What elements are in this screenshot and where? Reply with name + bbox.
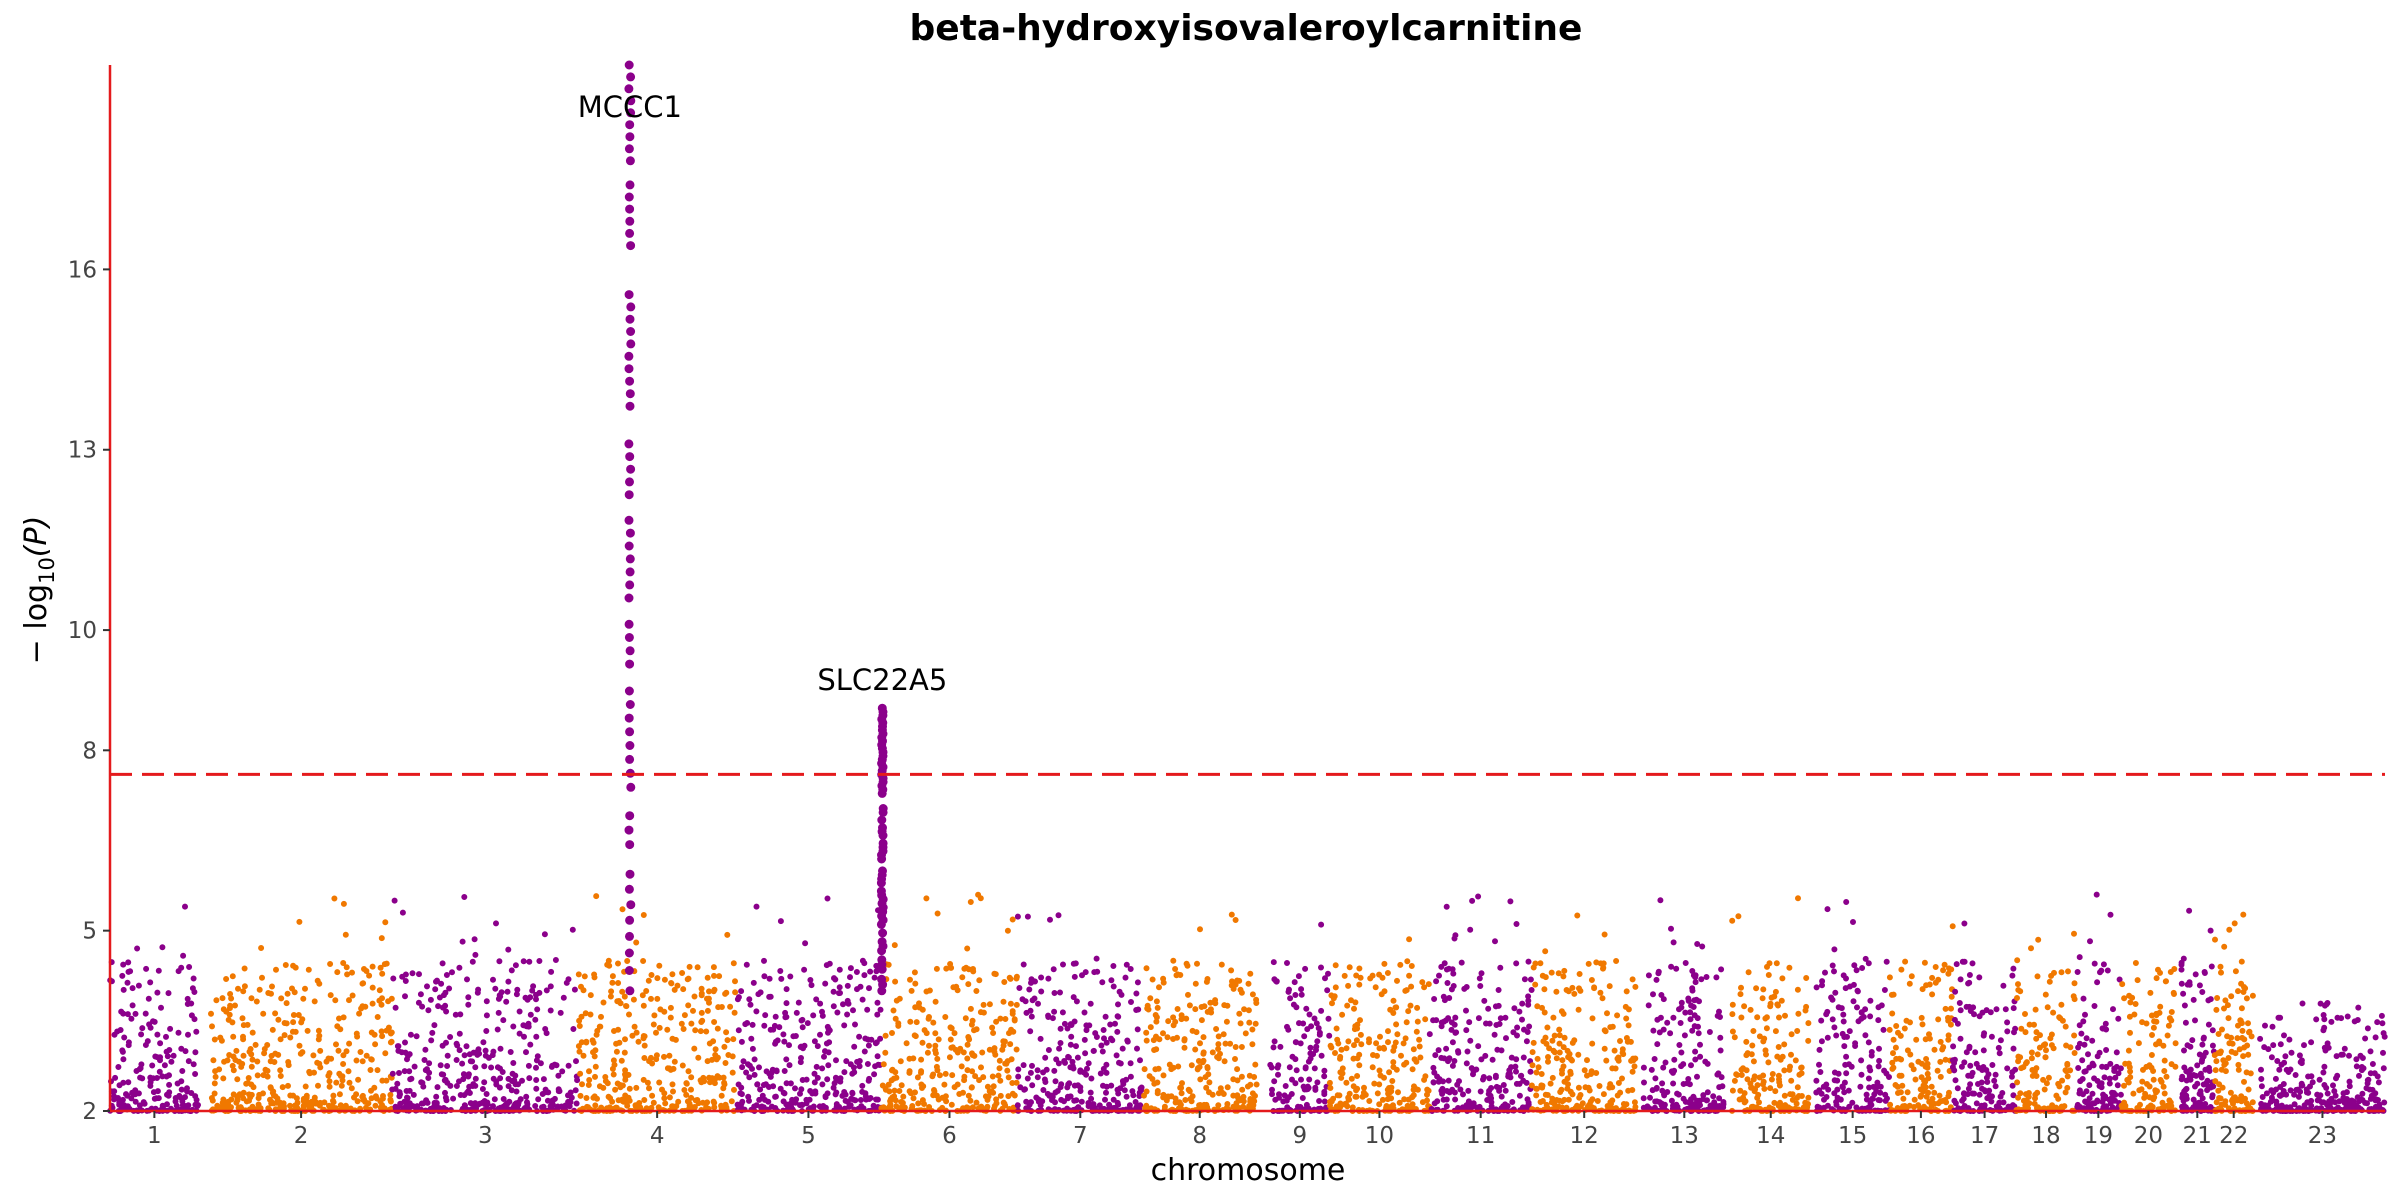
- y-tick-label: 16: [68, 257, 97, 283]
- peak-MCCC1-points: [624, 60, 636, 996]
- y-axis-title-main: − log: [19, 584, 54, 664]
- x-tick-label: 4: [650, 1123, 665, 1149]
- x-tick-label: 11: [1466, 1123, 1495, 1149]
- x-tick-label: 20: [2134, 1123, 2163, 1149]
- data-points: [107, 60, 2388, 1114]
- chromosome-16-points: [1886, 923, 1956, 1114]
- x-tick-label: 5: [801, 1123, 816, 1149]
- x-tick-label: 23: [2308, 1123, 2337, 1149]
- x-tick-label: 6: [942, 1123, 957, 1149]
- chromosome-12-points: [1528, 912, 1639, 1114]
- peak-SLC22A5-points: [876, 703, 888, 996]
- x-tick-label: 1: [147, 1123, 162, 1149]
- chromosome-3-points: [389, 894, 581, 1114]
- y-tick-label: 5: [82, 919, 97, 945]
- x-tick-label: 15: [1838, 1123, 1867, 1149]
- chromosome-7-points: [1014, 912, 1145, 1114]
- chromosome-18-points: [2013, 930, 2078, 1114]
- x-tick-label: 10: [1365, 1123, 1394, 1149]
- x-tick-label: 8: [1192, 1123, 1207, 1149]
- x-tick-label: 3: [478, 1123, 493, 1149]
- chromosome-9-points: [1267, 921, 1333, 1114]
- peak-annotations: MCCC1 SLC22A5: [578, 90, 948, 697]
- chromosome-4-points: [575, 893, 739, 1114]
- chromosome-13-points: [1640, 897, 1727, 1114]
- x-tick-label: 21: [2183, 1123, 2212, 1149]
- x-tick-label: 14: [1756, 1123, 1785, 1149]
- chromosome-2-points: [208, 895, 395, 1114]
- chromosome-14-points: [1729, 895, 1812, 1114]
- chromosome-19-points: [2074, 891, 2124, 1114]
- x-tick-label: 16: [1906, 1123, 1935, 1149]
- x-tick-label: 2: [294, 1123, 309, 1149]
- peak-label-SLC22A5: SLC22A5: [817, 663, 947, 697]
- chromosome-8-points: [1141, 911, 1260, 1114]
- y-axis-title-sub: 10: [35, 557, 59, 584]
- chromosome-22-points: [2211, 911, 2256, 1114]
- y-axis-ticks: 2 5 8 10 13 16: [68, 257, 110, 1125]
- chromosome-6-points: [878, 891, 1020, 1114]
- chromosome-21-points: [2178, 907, 2217, 1114]
- x-tick-label: 9: [1293, 1123, 1308, 1149]
- x-tick-label: 7: [1073, 1123, 1088, 1149]
- peak-label-MCCC1: MCCC1: [578, 90, 682, 124]
- y-tick-label: 2: [82, 1099, 97, 1125]
- y-tick-label: 10: [68, 618, 97, 644]
- y-axis-title-tail: (P): [19, 516, 54, 558]
- x-tick-label: 17: [1970, 1123, 1999, 1149]
- x-tick-label: 13: [1670, 1123, 1699, 1149]
- y-tick-label: 13: [68, 438, 97, 464]
- chromosome-5-points: [734, 895, 885, 1114]
- chromosome-11-points: [1426, 893, 1535, 1114]
- x-tick-label: 19: [2084, 1123, 2113, 1149]
- x-axis-ticks: 1 2 3 4 5 6 7 8 9 10 11 12 13 14 15 16 17 18 19 20 21 22 23: [147, 1111, 2337, 1149]
- x-axis-title: chromosome: [1151, 1153, 1346, 1188]
- chromosome-10-points: [1326, 936, 1433, 1114]
- y-tick-label: 8: [82, 738, 97, 764]
- chromosome-20-points: [2118, 960, 2179, 1114]
- y-axis-title: − log10(P): [19, 516, 59, 665]
- chromosome-23-points: [2257, 1000, 2388, 1114]
- chromosome-1-points: [107, 903, 201, 1114]
- axes: [108, 65, 2385, 1113]
- x-tick-label: 12: [1570, 1123, 1599, 1149]
- x-tick-label: 18: [2031, 1123, 2060, 1149]
- chromosome-15-points: [1813, 899, 1892, 1114]
- x-tick-label: 22: [2219, 1123, 2248, 1149]
- chromosome-17-points: [1949, 920, 2020, 1114]
- chart-title: beta-hydroxyisovaleroylcarnitine: [910, 8, 1583, 49]
